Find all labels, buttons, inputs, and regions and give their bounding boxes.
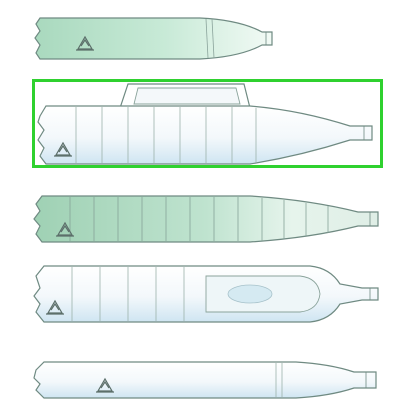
recycle-icon <box>46 299 64 315</box>
selection-box <box>32 79 383 168</box>
recycle-icon <box>56 221 74 237</box>
recycle-icon <box>96 377 114 393</box>
bottle-4[interactable] <box>33 265 379 323</box>
bottle-1[interactable] <box>34 17 273 60</box>
recycle-icon <box>76 35 94 51</box>
recycle-icon <box>54 141 72 157</box>
bottle-2[interactable] <box>37 83 373 165</box>
bottle-5[interactable] <box>33 361 377 399</box>
bottle-3[interactable] <box>33 195 379 243</box>
